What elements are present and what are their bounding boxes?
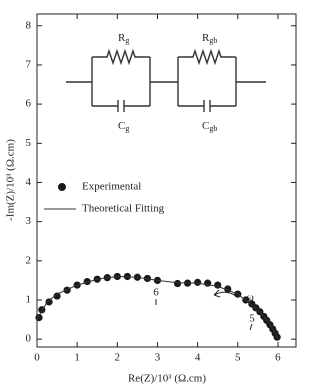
- legend-label: Theoretical Fitting: [82, 203, 165, 215]
- circuit-wires: [66, 48, 266, 112]
- circuit-label: Cg: [118, 120, 129, 133]
- data-point: [204, 279, 212, 287]
- x-tick-label: 5: [235, 352, 241, 364]
- legend-marker: [58, 183, 66, 191]
- legend-label: Experimental: [82, 181, 141, 193]
- annotation: 6: [153, 287, 159, 299]
- circuit-label: Rgb: [202, 32, 217, 45]
- data-point: [45, 298, 53, 306]
- fit-line: [36, 275, 279, 339]
- circuit: Rg Cg Rgb Cgb: [66, 32, 266, 133]
- y-tick-label: 1: [26, 294, 32, 306]
- y-tick-label: 5: [26, 137, 32, 149]
- x-axis-label: Re(Z)/10³ (Ω.cm): [128, 373, 206, 385]
- y-tick-label: 6: [26, 98, 32, 110]
- annotation: 5: [249, 313, 255, 325]
- x-tick-label: 4: [195, 352, 201, 364]
- data-point: [83, 277, 91, 286]
- x-tick-label: 2: [115, 352, 121, 364]
- x-tick-label: 1: [74, 352, 80, 364]
- x-tick-label: 6: [275, 352, 281, 364]
- y-tick-label: 7: [26, 58, 32, 70]
- circuit-label: Rg: [118, 32, 129, 45]
- data-point: [53, 292, 61, 300]
- y-tick-label: 2: [26, 254, 32, 266]
- x-tick-label: 0: [34, 352, 40, 364]
- x-tick-label: 3: [155, 352, 161, 364]
- y-tick-label: 8: [26, 19, 32, 31]
- chart: Rg Cg Rgb Cgb 6 5 ω Re(Z)/10³ (Ω.cm) -Im…: [5, 13, 297, 385]
- circuit-label: Cgb: [202, 120, 217, 133]
- annotation: ω: [246, 292, 254, 304]
- y-axis-label: -Im(Z)/10³ (Ω.cm): [5, 139, 17, 221]
- y-tick-label: 0: [26, 333, 32, 345]
- annotation-pointer: [249, 323, 253, 331]
- y-tick-label: 4: [26, 176, 32, 188]
- data-point: [173, 279, 182, 288]
- data-point: [194, 278, 202, 286]
- y-tick-label: 3: [26, 215, 32, 227]
- plot-frame: [36, 13, 297, 348]
